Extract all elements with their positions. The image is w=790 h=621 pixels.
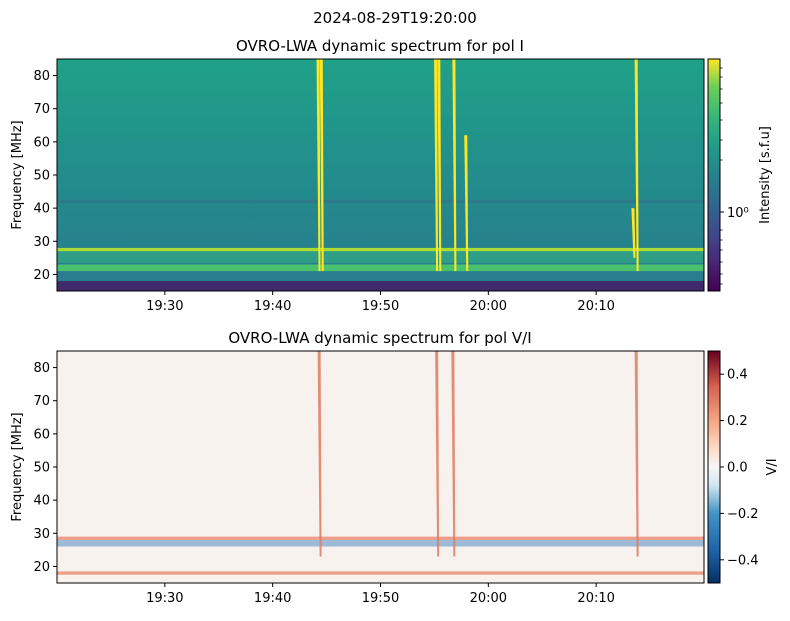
spectrum-background-pol-vi <box>57 351 704 583</box>
y-tick-label-pol-i-5: 70 <box>33 102 50 117</box>
figure-suptitle: 2024-08-29T19:20:00 <box>313 9 477 27</box>
y-tick-label-pol-i-3: 50 <box>33 169 50 184</box>
y-tick-label-pol-vi-3: 50 <box>33 461 50 476</box>
y-tick-label-pol-i-4: 60 <box>33 135 50 150</box>
y-tick-label-pol-vi-6: 80 <box>33 361 50 376</box>
y-tick-label-pol-vi-2: 40 <box>33 494 50 509</box>
x-tick-label-pol-vi-0: 19:30 <box>146 591 183 606</box>
colorbar-pol-i: 10⁰ Intensity [s.f.u] <box>707 58 773 292</box>
x-tick-label-pol-i-1: 19:40 <box>254 299 291 314</box>
x-tick-label-pol-vi-4: 20:10 <box>577 591 614 606</box>
burst-pol-i-4 <box>452 59 457 272</box>
y-tick-label-pol-i-0: 20 <box>33 268 50 283</box>
x-tick-label-pol-i-4: 20:10 <box>577 299 614 314</box>
burst-pol-vi-1 <box>435 351 440 557</box>
burst-group-pol-vi <box>317 351 639 557</box>
y-axis-pol-i: 20 30 40 50 60 70 80 <box>33 69 57 283</box>
spectrum-band-pol-vi-2 <box>57 536 704 540</box>
spectrum-band-pol-i-1 <box>57 264 704 272</box>
y-tick-label-pol-vi-5: 70 <box>33 394 50 409</box>
colorbar-pol-vi: 0.4 0.2 0.0 −0.2 −0.4 V/I <box>707 350 780 584</box>
burst-pol-i-2 <box>434 59 439 272</box>
colorbar-tick-label-pol-i: 10⁰ <box>727 206 749 221</box>
colorbar-tick-label-pol-vi-0: 0.4 <box>727 368 748 383</box>
colorbar-minor-ticks-pol-i <box>720 67 723 285</box>
x-tick-label-pol-i-2: 19:50 <box>362 299 399 314</box>
spectrum-band-pol-vi-0 <box>57 571 704 575</box>
burst-pol-i-7 <box>631 208 636 258</box>
spectrum-band-pol-i-0 <box>57 281 704 291</box>
colorbar-gradient-pol-vi <box>707 350 721 584</box>
y-tick-label-pol-vi-1: 30 <box>33 527 50 542</box>
colorbar-tick-label-pol-vi-3: −0.2 <box>727 507 759 522</box>
x-tick-label-pol-vi-3: 20:00 <box>470 591 507 606</box>
panel-title-pol-vi: OVRO-LWA dynamic spectrum for pol V/I <box>228 329 531 347</box>
spectrum-band-pol-vi-1 <box>57 539 704 547</box>
burst-pol-i-3 <box>437 59 442 272</box>
x-tick-label-pol-i-3: 20:00 <box>470 299 507 314</box>
colorbar-ticks-pol-vi: 0.4 0.2 0.0 −0.2 −0.4 <box>720 368 759 568</box>
spectrum-bands-pol-i <box>57 199 704 291</box>
spectrum-band-pol-i-4 <box>57 199 704 204</box>
x-tick-label-pol-vi-2: 19:50 <box>362 591 399 606</box>
burst-pol-i-0 <box>316 59 321 272</box>
burst-pol-vi-0 <box>317 351 322 557</box>
burst-pol-i-5 <box>464 135 469 272</box>
colorbar-tick-label-pol-vi-1: 0.2 <box>727 414 748 429</box>
burst-pol-vi-2 <box>451 351 456 557</box>
x-axis-pol-i: 19:30 19:40 19:50 20:00 20:10 <box>146 291 615 314</box>
burst-group-pol-i <box>316 59 639 272</box>
panel-pol-i: OVRO-LWA dynamic spectrum for pol I 20 30… <box>10 37 773 314</box>
y-axis-pol-vi: 20 30 40 50 60 70 80 <box>33 361 57 575</box>
spectrum-band-pol-i-2 <box>57 251 704 263</box>
y-tick-label-pol-i-2: 40 <box>33 202 50 217</box>
x-tick-label-pol-i-0: 19:30 <box>146 299 183 314</box>
x-axis-pol-vi: 19:30 19:40 19:50 20:00 20:10 <box>146 583 615 606</box>
colorbar-label-pol-i: Intensity [s.f.u] <box>758 126 773 224</box>
colorbar-tick-label-pol-vi-4: −0.4 <box>727 553 759 568</box>
spectrum-bands-pol-vi <box>57 536 704 575</box>
y-tick-label-pol-vi-4: 60 <box>33 427 50 442</box>
y-axis-label-pol-i: Frequency [MHz] <box>10 120 25 229</box>
x-tick-label-pol-vi-1: 19:40 <box>254 591 291 606</box>
colorbar-label-pol-vi: V/I <box>765 458 780 475</box>
y-tick-label-pol-i-6: 80 <box>33 69 50 84</box>
y-tick-label-pol-i-1: 30 <box>33 235 50 250</box>
burst-pol-i-6 <box>634 59 639 272</box>
y-axis-label-pol-vi: Frequency [MHz] <box>10 412 25 521</box>
panel-pol-vi: OVRO-LWA dynamic spectrum for pol V/I 20… <box>10 329 780 606</box>
y-tick-label-pol-vi-0: 20 <box>33 560 50 575</box>
colorbar-tick-label-pol-vi-2: 0.0 <box>727 461 748 476</box>
burst-pol-vi-3 <box>634 351 639 557</box>
panel-title-pol-i: OVRO-LWA dynamic spectrum for pol I <box>236 37 524 55</box>
colorbar-gradient-pol-i <box>707 58 721 292</box>
spectrum-band-pol-i-3 <box>57 247 704 252</box>
burst-pol-i-1 <box>319 59 324 272</box>
